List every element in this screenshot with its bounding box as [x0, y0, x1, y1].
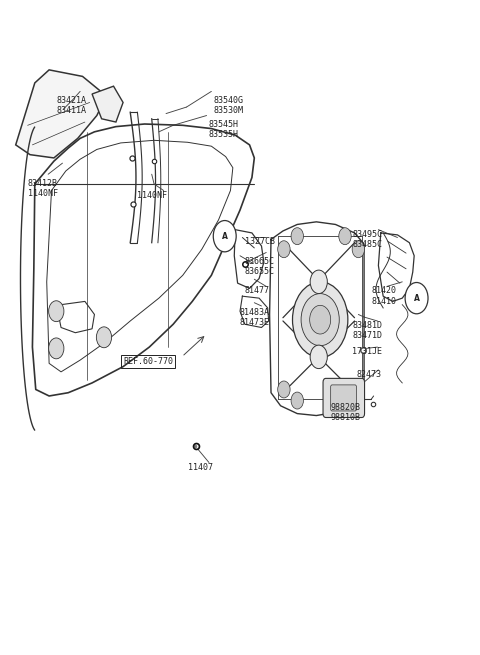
Circle shape	[339, 228, 351, 245]
Text: 1140NF: 1140NF	[137, 191, 168, 200]
Circle shape	[405, 282, 428, 314]
Circle shape	[339, 392, 351, 409]
Circle shape	[292, 282, 348, 358]
Text: 82473: 82473	[357, 370, 382, 379]
Text: 11407: 11407	[188, 462, 213, 472]
Circle shape	[310, 345, 327, 369]
Text: 83412B
1140NF: 83412B 1140NF	[28, 179, 58, 198]
Circle shape	[301, 293, 339, 346]
Text: 83421A
83411A: 83421A 83411A	[56, 96, 86, 115]
Circle shape	[48, 301, 64, 322]
Text: 81420
81410: 81420 81410	[371, 286, 396, 306]
Circle shape	[213, 221, 236, 252]
Circle shape	[291, 228, 303, 245]
Polygon shape	[16, 70, 107, 158]
Circle shape	[278, 241, 290, 257]
Circle shape	[352, 241, 364, 257]
Text: 83495C
83485C: 83495C 83485C	[352, 230, 382, 249]
Circle shape	[96, 327, 112, 348]
Text: 81483A
81473E: 81483A 81473E	[240, 308, 270, 328]
Text: 83481D
83471D: 83481D 83471D	[352, 321, 382, 341]
Text: A: A	[414, 293, 420, 303]
Text: 83665C
83655C: 83665C 83655C	[245, 257, 275, 276]
Text: 83545H
83535H: 83545H 83535H	[209, 120, 239, 140]
Text: REF.60-770: REF.60-770	[123, 357, 173, 366]
Circle shape	[310, 305, 331, 334]
Circle shape	[352, 381, 364, 398]
FancyBboxPatch shape	[331, 385, 357, 411]
Text: 1731JE: 1731JE	[352, 347, 382, 356]
Text: A: A	[222, 232, 228, 240]
Text: 83540G
83530M: 83540G 83530M	[214, 96, 244, 115]
Circle shape	[310, 270, 327, 293]
Circle shape	[278, 381, 290, 398]
Text: 1327CB: 1327CB	[245, 238, 275, 246]
Circle shape	[291, 392, 303, 409]
Circle shape	[48, 338, 64, 359]
Text: 81477: 81477	[245, 286, 270, 295]
FancyBboxPatch shape	[323, 379, 364, 417]
Polygon shape	[92, 86, 123, 122]
Text: 98820B
98810B: 98820B 98810B	[331, 403, 360, 422]
